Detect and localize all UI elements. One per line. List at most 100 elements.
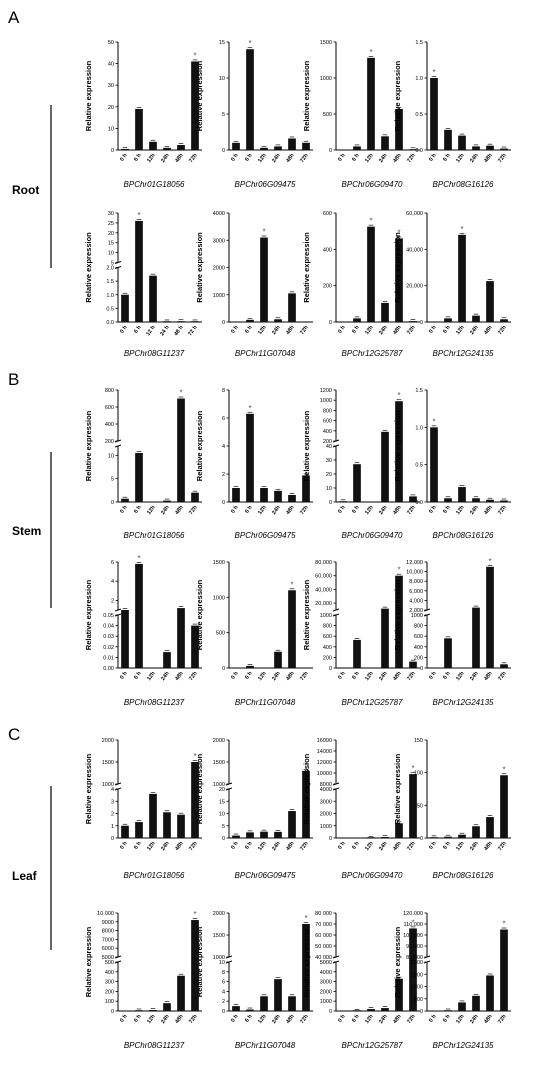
y-tick-label: 400 — [323, 247, 332, 253]
y-tick-label: 4 — [111, 787, 114, 793]
chart-root-bpchr01g18056: 0 10 20 30 40 50 Relative expression 0 h 6 h 12h 2… — [84, 40, 202, 189]
x-tick-label: 6 h — [351, 840, 361, 850]
y-tick-label: 2 — [111, 812, 114, 818]
bar — [395, 401, 403, 502]
y-tick-label: 20 — [326, 472, 332, 478]
gene-label: BPChr12G25787 — [342, 1041, 403, 1050]
x-tick-label: 6 h — [351, 670, 361, 680]
x-tick-label: 6 h — [442, 1013, 452, 1023]
significance-star: * — [397, 391, 400, 400]
y-tick-label: 0 — [329, 836, 332, 842]
y-tick-label: 10 — [219, 76, 225, 82]
y-tick-label: 1000 — [102, 782, 114, 788]
x-tick-label: 6 h — [442, 670, 452, 680]
x-tick-label: 12h — [364, 152, 375, 164]
y-tick-label: 800 — [414, 624, 423, 630]
x-tick-label: 24h — [160, 840, 171, 852]
y-tick-label: 800 — [323, 624, 332, 630]
chart-root-bpchr06g09470: 0 500 1000 1500 Relative expression 0 h 6 h * 12… — [302, 40, 420, 189]
x-tick-label: 0 h — [119, 504, 129, 514]
y-tick-label: 200 — [323, 439, 332, 445]
x-tick-label: 0 h — [230, 324, 240, 334]
bar — [260, 996, 268, 1011]
x-tick-label: 48h — [285, 324, 296, 336]
x-tick-label: 24h — [160, 152, 171, 164]
y-tick-label: 0 — [111, 148, 114, 154]
chart-root-bpchr08g11237: 0.0 0.5 1.0 1.5 2.05 10 15 20 25 30 Relative expre… — [84, 211, 202, 358]
bar — [232, 835, 240, 838]
y-tick-label: 10000 — [317, 771, 332, 777]
y-tick-label: 6000 — [102, 946, 114, 952]
significance-star: * — [137, 554, 140, 563]
bar — [353, 146, 361, 150]
bar — [500, 929, 508, 1011]
chart-stem-bpchr01g18056: 0 5 10 200 400 600 800 Relative expression 0 h 6 … — [84, 388, 202, 540]
gene-label: BPChr08G11237 — [124, 1041, 185, 1050]
x-tick-label: 72h — [299, 670, 310, 682]
y-tick-label: 400 — [105, 970, 114, 976]
x-tick-label: 24h — [271, 840, 282, 852]
y-tick-label: 3000 — [213, 238, 225, 244]
y-tick-label: 6 — [111, 560, 114, 566]
x-tick-label: 48h — [392, 840, 403, 852]
y-axis-label: Relative expression — [393, 410, 402, 481]
y-tick-label: 4 — [222, 444, 225, 450]
bar — [500, 319, 508, 322]
x-tick-label: 48h — [285, 152, 296, 164]
bar — [135, 563, 143, 668]
y-tick-label: 1000 — [320, 398, 332, 404]
y-tick-label: 1000 — [320, 999, 332, 1005]
y-tick-label: 200 — [414, 655, 423, 661]
x-tick-label: 72h — [497, 152, 508, 164]
x-tick-label: 72h — [299, 324, 310, 336]
panel-letter-a: A — [8, 8, 20, 27]
significance-star: * — [248, 404, 251, 413]
x-tick-label: 72h — [188, 840, 199, 852]
x-tick-label: 72h — [406, 1013, 417, 1025]
x-tick-label: 6 h — [351, 152, 361, 162]
significance-star: * — [502, 765, 505, 774]
y-tick-label: 7000 — [102, 937, 114, 943]
bar — [458, 487, 466, 502]
y-tick-label: 5 — [222, 112, 225, 118]
y-tick-label: 0 — [329, 666, 332, 672]
bar — [472, 146, 480, 150]
y-tick-label: 10 — [219, 812, 225, 818]
chart-root-bpchr12g24135: 0 20,000 40,000 60,000 Relative expression 0 … — [393, 211, 511, 358]
y-tick-label: 2000 — [320, 989, 332, 995]
bar — [409, 661, 417, 668]
bar — [472, 498, 480, 502]
bar — [232, 142, 240, 150]
y-tick-label: 90.000 — [406, 944, 423, 950]
x-tick-label: 12h — [455, 324, 466, 336]
y-tick-label: 1500 — [213, 933, 225, 939]
x-tick-label: 72h — [406, 840, 417, 852]
bar — [191, 762, 199, 838]
gene-label: BPChr06G09475 — [235, 531, 296, 540]
y-tick-label: 0 — [222, 1009, 225, 1015]
y-tick-label: 1.0 — [415, 76, 423, 82]
x-tick-label: 0 h — [119, 324, 129, 334]
y-tick-label: 0 — [329, 148, 332, 154]
bar — [135, 1010, 143, 1011]
y-axis-label: Relative expression — [195, 232, 204, 303]
y-tick-label: 4000 — [320, 787, 332, 793]
y-tick-label: 8,000 — [409, 579, 423, 585]
x-tick-label: 72 h — [187, 324, 199, 337]
y-tick-label: 400 — [323, 429, 332, 435]
bar — [246, 49, 254, 151]
bar — [121, 498, 129, 502]
y-tick-label: 1 — [111, 824, 114, 830]
x-tick-label: 48h — [483, 840, 494, 852]
x-tick-label: 0 h — [428, 670, 438, 680]
y-axis-label: Relative expression — [393, 753, 402, 824]
x-tick-label: 48h — [285, 1013, 296, 1025]
gene-label: BPChr06G09470 — [342, 871, 403, 880]
x-tick-label: 0 h — [230, 1013, 240, 1023]
y-tick-label: 0 — [420, 836, 423, 842]
y-tick-label: 1000 — [320, 76, 332, 82]
x-tick-label: 48h — [392, 504, 403, 516]
y-tick-label: 100.000 — [403, 933, 423, 939]
